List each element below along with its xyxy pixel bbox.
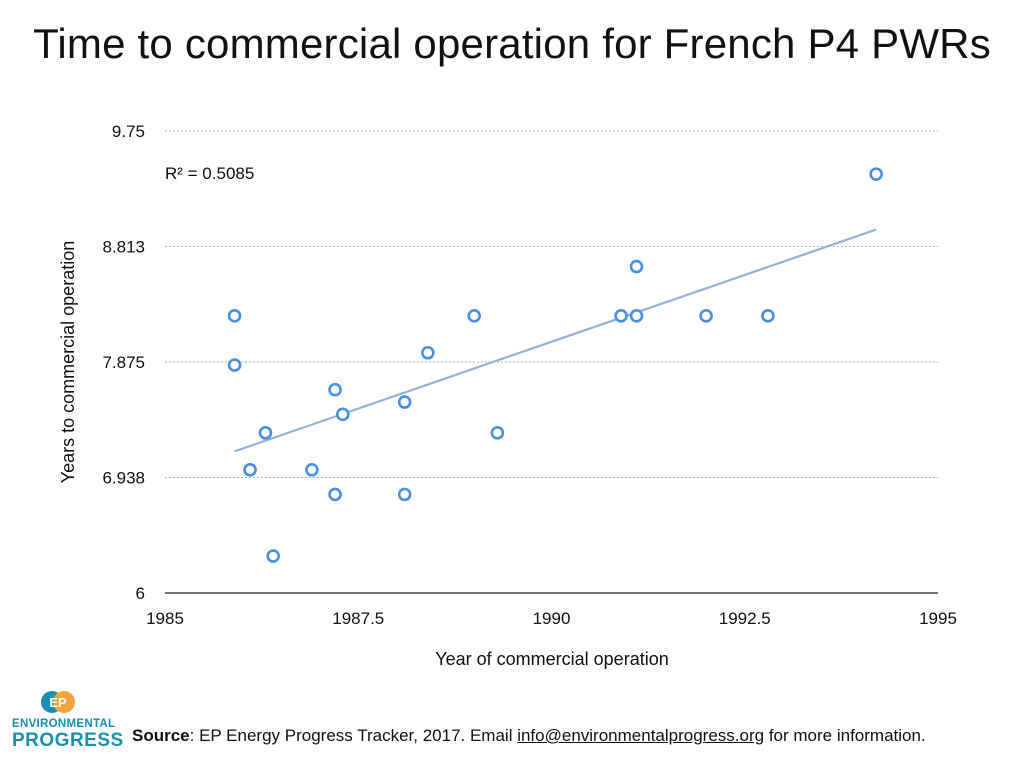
- data-point: [490, 426, 505, 440]
- source-text-before: : EP Energy Progress Tracker, 2017. Emai…: [189, 726, 518, 745]
- data-point: [629, 308, 644, 323]
- source-label: Source: [132, 726, 190, 745]
- data-point: [421, 345, 435, 360]
- y-tick-label: 9.75: [112, 122, 145, 141]
- data-point: [761, 308, 775, 323]
- y-tick-label: 7.875: [102, 353, 145, 372]
- data-points: [227, 167, 883, 563]
- data-point: [699, 308, 713, 323]
- data-point: [335, 407, 350, 422]
- data-point: [266, 549, 281, 563]
- data-point: [258, 426, 273, 440]
- data-point: [869, 167, 883, 181]
- logo-line-progress: PROGRESS: [12, 730, 124, 751]
- x-tick-label: 1995: [919, 609, 957, 628]
- grid-lines: [165, 130, 938, 594]
- trendline-group: [234, 228, 877, 453]
- data-point: [328, 487, 342, 502]
- y-axis-title: Years to commercial operation: [58, 241, 78, 483]
- data-point: [227, 358, 242, 372]
- y-tick-label: 6.938: [102, 468, 145, 487]
- y-tick-label: 6: [136, 584, 145, 603]
- data-point: [227, 308, 242, 323]
- chart-title: Time to commercial operation for French …: [33, 20, 991, 67]
- y-tick-labels: 6 6.938 7.875 8.813 9.75: [102, 122, 145, 603]
- y-tick-label: 8.813: [102, 237, 145, 256]
- source-footnote: Source: EP Energy Progress Tracker, 2017…: [132, 726, 926, 746]
- source-text-after: for more information.: [764, 726, 926, 745]
- data-point: [328, 382, 342, 397]
- logo-line-environmental: ENVIRONMENTAL: [12, 718, 116, 730]
- email-link[interactable]: info@environmentalprogress.org: [517, 726, 765, 745]
- x-tick-label: 1990: [533, 609, 571, 628]
- environmental-progress-logo: EP ENVIRONMENTAL PROGRESS: [12, 690, 124, 754]
- data-point: [467, 308, 482, 323]
- data-point: [243, 462, 257, 477]
- x-axis-title: Year of commercial operation: [435, 649, 668, 669]
- svg-text:EP: EP: [49, 695, 67, 710]
- data-point: [397, 395, 412, 409]
- data-point: [397, 487, 412, 502]
- x-tick-label: 1985: [146, 609, 184, 628]
- trendline: [234, 228, 877, 453]
- x-tick-label: 1992.5: [719, 609, 771, 628]
- x-tick-labels: 1985 1987.5 1990 1992.5 1995: [146, 609, 957, 628]
- data-point: [614, 308, 628, 323]
- data-point: [629, 259, 644, 274]
- ep-logo-icon: EP: [41, 691, 75, 713]
- data-point: [305, 462, 319, 477]
- x-tick-label: 1987.5: [332, 609, 384, 628]
- r-squared-annotation: R² = 0.5085: [165, 164, 254, 183]
